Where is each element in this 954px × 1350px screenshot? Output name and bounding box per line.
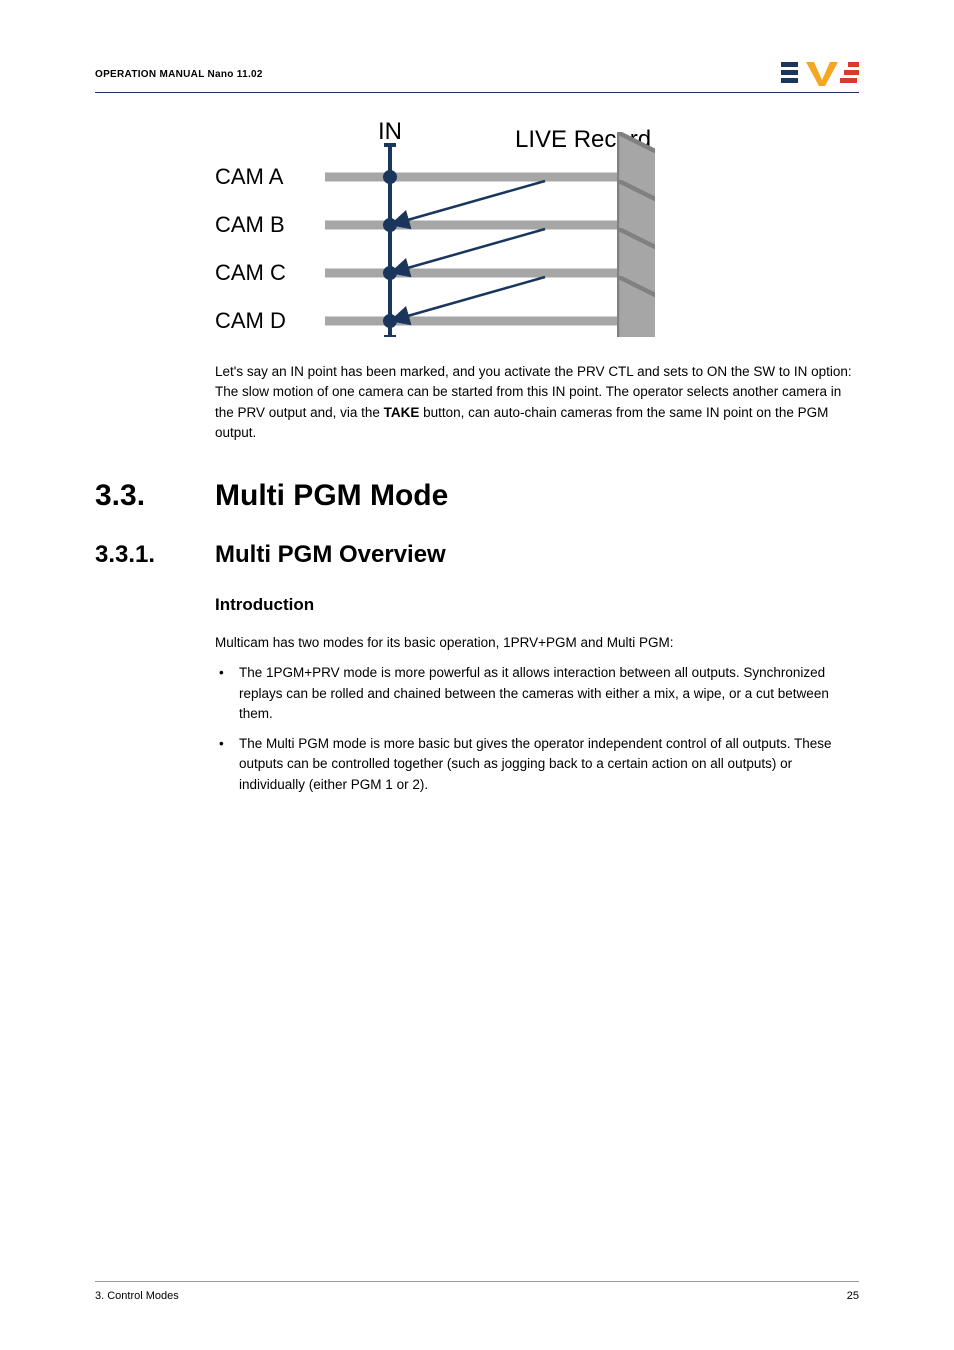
camera-diagram: IN LIVE Record CAM A CAM B CAM C CAM D xyxy=(215,117,859,342)
list-item: The 1PGM+PRV mode is more powerful as it… xyxy=(215,663,859,724)
svg-text:CAM A: CAM A xyxy=(215,164,284,189)
svg-text:LIVE Record: LIVE Record xyxy=(515,126,651,153)
page-header: OPERATION MANUAL Nano 11.02 xyxy=(95,60,859,93)
intro-heading: Introduction xyxy=(215,595,859,615)
mode-list: The 1PGM+PRV mode is more powerful as it… xyxy=(215,663,859,795)
svg-text:CAM D: CAM D xyxy=(215,308,286,333)
page-footer: 3. Control Modes 25 xyxy=(95,1281,859,1302)
intro-paragraph: Multicam has two modes for its basic ope… xyxy=(215,633,859,653)
subsection-heading: 3.3.1. Multi PGM Overview xyxy=(95,541,859,569)
footer-page-number: 25 xyxy=(847,1290,859,1302)
footer-section: 3. Control Modes xyxy=(95,1290,179,1302)
subsection-title: Multi PGM Overview xyxy=(215,541,446,569)
subsection-number: 3.3.1. xyxy=(95,541,215,569)
section-heading: 3.3. Multi PGM Mode xyxy=(95,479,859,513)
manual-title: OPERATION MANUAL Nano 11.02 xyxy=(95,69,263,80)
section-title: Multi PGM Mode xyxy=(215,479,448,513)
evs-logo xyxy=(781,60,859,88)
list-item: The Multi PGM mode is more basic but giv… xyxy=(215,734,859,795)
page: OPERATION MANUAL Nano 11.02 IN LIVE Recor… xyxy=(0,0,954,1350)
svg-text:IN: IN xyxy=(378,118,402,145)
svg-text:CAM C: CAM C xyxy=(215,260,286,285)
take-keyword: TAKE xyxy=(384,405,420,420)
section-number: 3.3. xyxy=(95,479,215,513)
diagram-description: Let's say an IN point has been marked, a… xyxy=(215,362,859,443)
svg-text:CAM B: CAM B xyxy=(215,212,285,237)
